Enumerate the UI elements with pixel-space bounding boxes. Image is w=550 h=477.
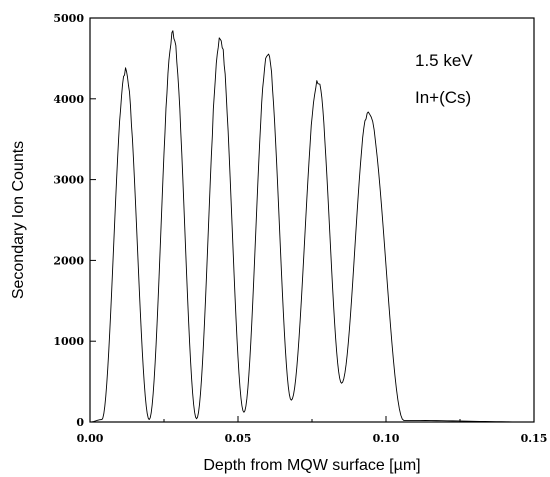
x-tick-label: 0.00 bbox=[77, 432, 104, 445]
y-tick-labels: 0 1000 2000 3000 4000 5000 bbox=[53, 12, 84, 429]
annotation-species: In+(Cs) bbox=[415, 88, 471, 107]
y-tick-label: 0 bbox=[76, 416, 84, 429]
x-tick-labels: 0.00 0.05 0.10 0.15 bbox=[77, 432, 548, 445]
y-axis-title: Secondary Ion Counts bbox=[10, 141, 27, 299]
x-tick-label: 0.10 bbox=[373, 432, 400, 445]
plot-frame bbox=[89, 17, 535, 423]
x-tick-label: 0.15 bbox=[521, 432, 548, 445]
y-tick-label: 1000 bbox=[53, 335, 84, 348]
y-tick-label: 5000 bbox=[53, 12, 84, 25]
y-tick-label: 3000 bbox=[53, 174, 84, 187]
y-tick-label: 2000 bbox=[53, 254, 84, 267]
x-tick-label: 0.05 bbox=[225, 432, 252, 445]
x-axis-title: Depth from MQW surface [µm] bbox=[203, 457, 420, 474]
series-line bbox=[89, 30, 535, 423]
y-tick-label: 4000 bbox=[53, 93, 84, 106]
axis-ticks bbox=[89, 17, 535, 423]
annotation-energy: 1.5 keV bbox=[415, 51, 473, 70]
